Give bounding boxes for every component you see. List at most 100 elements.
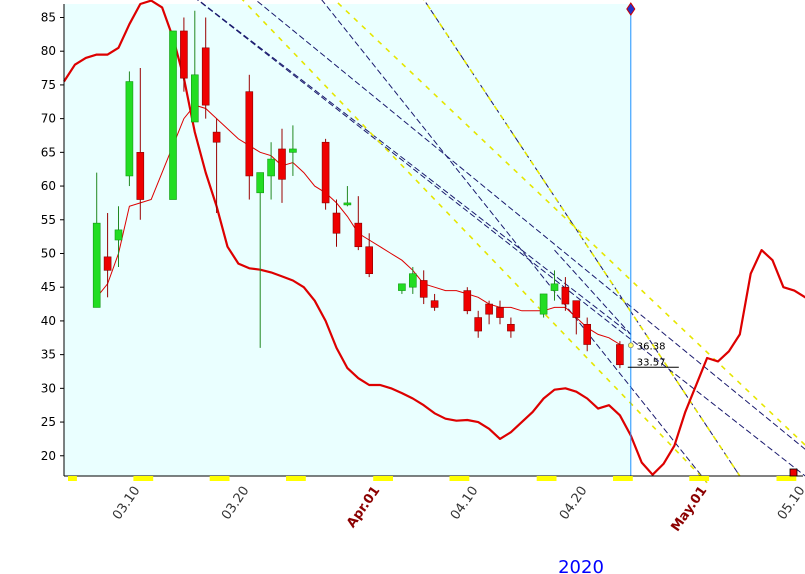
candle-body [256, 172, 265, 194]
candle [507, 317, 515, 338]
candle [354, 196, 363, 251]
candle-body [169, 30, 177, 200]
candle [321, 138, 330, 210]
trend-line [423, 0, 741, 477]
candle-body [583, 323, 592, 345]
x-tick-label: Apr.01 [344, 484, 383, 531]
candle-body [463, 290, 472, 312]
candle [365, 233, 374, 278]
candle [583, 317, 592, 352]
y-tick-label: 50 [41, 246, 56, 260]
annotation-dot [627, 342, 634, 349]
candle [474, 310, 483, 338]
candle-body [485, 303, 493, 315]
trend-line [197, 0, 632, 335]
trend-line [255, 0, 805, 450]
candle [550, 270, 559, 301]
candle-body [92, 222, 101, 308]
trend-line [554, 249, 632, 335]
candle [114, 206, 123, 267]
candle [245, 74, 254, 200]
candle [278, 128, 286, 203]
shaded-region [64, 4, 631, 476]
y-tick-label: 20 [41, 449, 56, 463]
candle-body [201, 47, 210, 106]
candle-body [212, 131, 221, 143]
candle [103, 213, 112, 298]
candle [430, 293, 439, 311]
axis-marker [613, 476, 633, 481]
candle [201, 17, 210, 119]
candle-body [267, 158, 275, 177]
x-tick-label: 04.10 [448, 484, 482, 523]
candle [616, 341, 624, 369]
candle-body [343, 202, 352, 206]
y-tick-label: 30 [41, 381, 56, 395]
candle-body [136, 152, 145, 200]
candle [485, 300, 493, 325]
y-tick-label: 40 [41, 314, 56, 328]
year-label: 2020 [558, 557, 604, 574]
candle-body [365, 246, 374, 275]
axis-marker [689, 476, 710, 481]
trend-line [196, 0, 805, 477]
candle [561, 277, 570, 311]
y-tick-label: 80 [41, 44, 56, 58]
y-tick-labels: 20 25 30 35 40 45 50 55 60 65 70 75 80 85 [41, 10, 56, 462]
candle-body [354, 222, 363, 248]
candle-body [561, 286, 570, 305]
candle [256, 172, 265, 348]
candle-body [550, 283, 559, 291]
candle [343, 186, 352, 207]
candle [398, 283, 406, 294]
candle [136, 68, 145, 220]
end-marker-icon [789, 468, 798, 477]
axis-marker [133, 476, 154, 481]
candle-body [103, 256, 112, 271]
annotation-label: 36.38 [637, 341, 666, 352]
candle-body [408, 273, 417, 288]
y-tick-label: 70 [41, 112, 56, 126]
candle [539, 293, 548, 318]
axis-marker [286, 476, 306, 481]
x-tick-label: May.01 [668, 484, 710, 535]
axes [63, 4, 803, 477]
x-tick-labels: 03.10 03.20 Apr.01 04.10 04.20 May.01 05.10 [110, 484, 805, 535]
cursor-overlay: 36.38 33.57 [626, 2, 679, 476]
axis-marker [776, 476, 797, 481]
candle [191, 10, 199, 123]
candle-body [507, 323, 515, 332]
cursor-diamond-icon [626, 2, 636, 16]
y-tick-label: 55 [41, 213, 56, 227]
x-tick-label: 05.10 [775, 484, 805, 523]
candle-body [278, 148, 286, 180]
candle-body [616, 344, 624, 366]
candle-body [114, 229, 123, 241]
y-tick-label: 65 [41, 145, 56, 159]
candle-body [496, 307, 504, 318]
axis-marker [373, 476, 393, 481]
candle [496, 300, 504, 325]
candle-body [180, 30, 188, 79]
trend-line [321, 0, 708, 484]
candle-body [289, 148, 297, 153]
candle [289, 125, 297, 176]
y-tick-label: 75 [41, 78, 56, 92]
candle-body [332, 212, 341, 234]
trend-lines [196, 0, 805, 484]
trend-line [241, 0, 708, 484]
candle-body [191, 74, 199, 123]
candle-body [539, 293, 548, 315]
x-tick-label: 03.20 [219, 484, 253, 523]
candle-body [245, 91, 254, 177]
candle [92, 172, 101, 308]
annotation-label: 33.57 [637, 357, 666, 368]
x-tick-label: 03.10 [110, 484, 144, 523]
candle-body [572, 300, 581, 318]
axis-marker [536, 476, 557, 481]
candle [169, 30, 177, 200]
candle [180, 17, 188, 92]
axis-marker [68, 476, 77, 481]
candle [125, 71, 134, 187]
